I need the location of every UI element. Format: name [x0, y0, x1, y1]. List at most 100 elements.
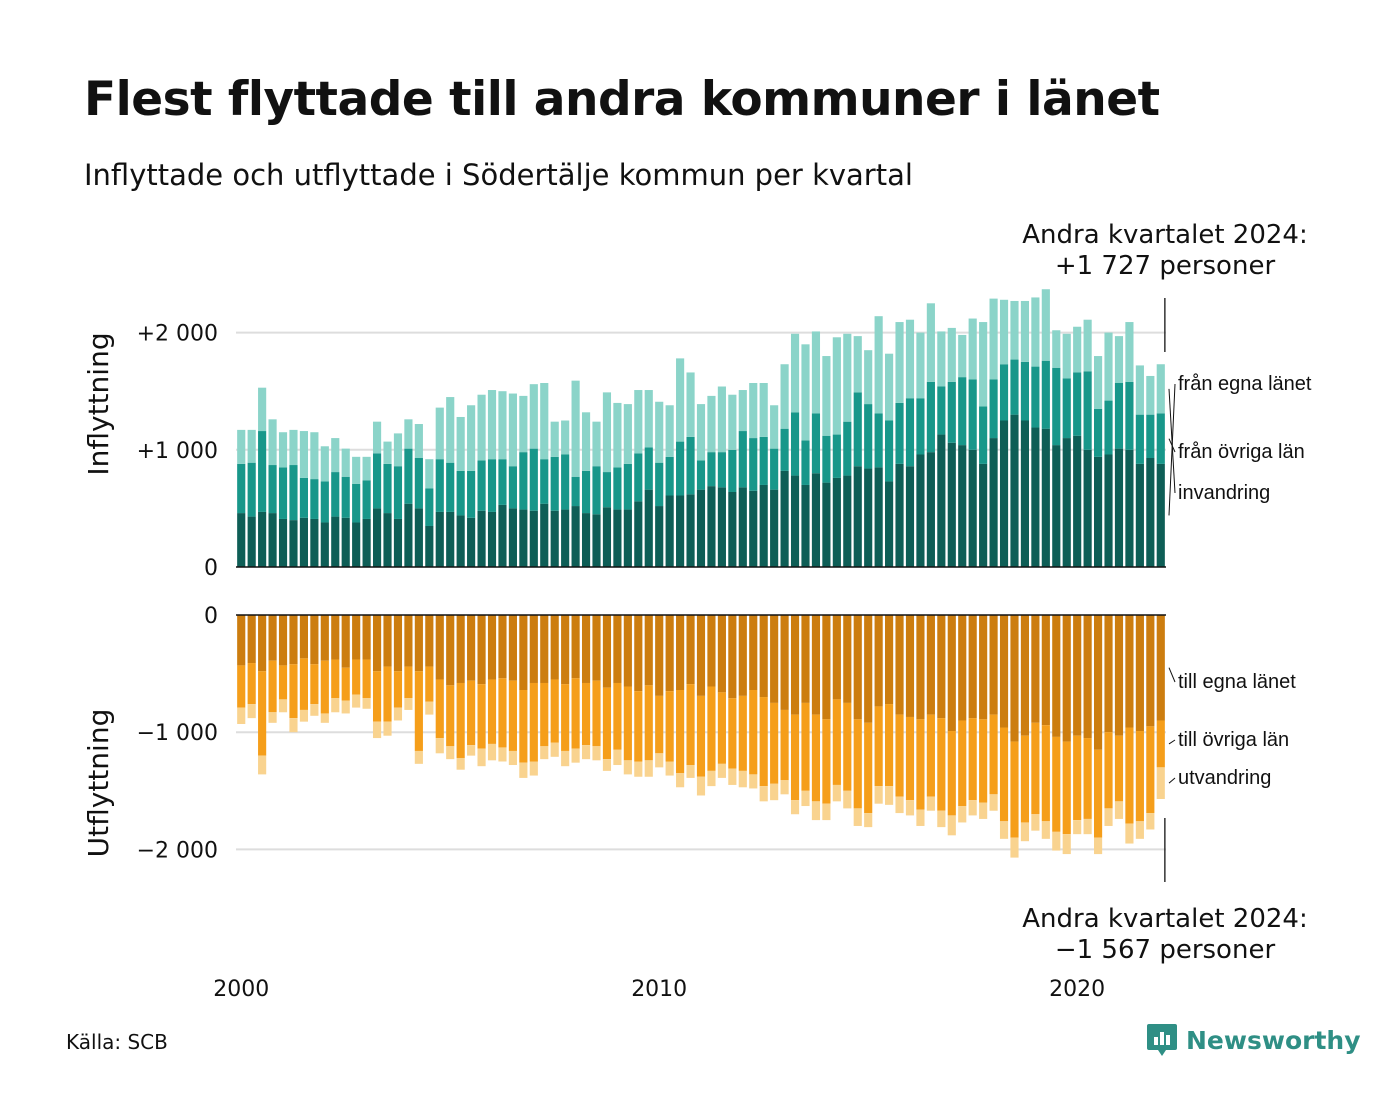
in-bar-2-15 [393, 433, 403, 467]
in-bar-1-29 [540, 459, 549, 504]
in-bar-1-53 [790, 412, 800, 476]
in-bar-1-1 [247, 462, 256, 517]
out-bar-0-26 [508, 615, 517, 681]
out-bar-0-35 [602, 615, 612, 688]
in-bar-0-72 [989, 438, 998, 567]
out-bar-1-56 [822, 719, 831, 804]
out-bar-0-56 [822, 615, 831, 720]
out-bar-0-62 [885, 615, 894, 705]
out-bar-0-55 [811, 615, 821, 715]
in-bar-1-47 [728, 449, 737, 492]
out-bar-2-53 [790, 800, 800, 815]
in-bar-0-75 [1020, 420, 1030, 567]
in-bar-1-7 [310, 479, 319, 519]
annotation-latest-inflow-line1: Andra kvartalet 2024: [1022, 220, 1308, 250]
in-bar-2-12 [362, 456, 371, 481]
out-bar-2-72 [989, 794, 998, 811]
in-bar-1-83 [1104, 400, 1113, 455]
out-bar-0-45 [707, 615, 716, 687]
out-bar-1-68 [947, 731, 956, 816]
xtick-label-0: 2000 [213, 977, 269, 1002]
out-bar-0-78 [1052, 615, 1061, 737]
out-bar-1-81 [1083, 738, 1092, 819]
in-bar-2-5 [289, 429, 298, 466]
out-ytick-label-2: −2 000 [137, 838, 218, 863]
chart-title: Flest flyttade till andra kommuner i län… [84, 72, 1160, 127]
in-bar-1-88 [1156, 413, 1165, 464]
in-bar-0-77 [1041, 428, 1050, 567]
out-bar-0-23 [477, 615, 486, 685]
in-bar-2-77 [1041, 289, 1050, 361]
in-bar-0-15 [393, 518, 403, 567]
in-bar-1-81 [1083, 371, 1092, 450]
out-bar-2-1 [247, 704, 256, 719]
in-bar-1-16 [404, 448, 413, 504]
out-bar-0-64 [905, 615, 915, 717]
in-bar-1-35 [602, 472, 612, 508]
out-bar-0-80 [1073, 615, 1082, 736]
in-bar-2-36 [613, 402, 622, 468]
out-bar-0-20 [446, 615, 455, 686]
in-bar-2-55 [811, 331, 821, 414]
in-bar-1-26 [508, 466, 517, 509]
in-bar-2-14 [383, 441, 392, 464]
out-bar-2-4 [278, 699, 288, 713]
in-bar-0-47 [728, 491, 737, 567]
out-bar-2-10 [341, 700, 350, 714]
out-bar-0-21 [456, 615, 465, 683]
in-bar-2-2 [258, 387, 267, 432]
axes: 0 +1 000 +2 000 Inflyttning 0 −1 000 −2 000 Utf… [82, 298, 1166, 1002]
in-bar-0-38 [634, 501, 643, 567]
in-bar-2-52 [780, 364, 789, 429]
in-bar-0-73 [999, 420, 1009, 567]
out-bar-1-75 [1020, 735, 1030, 823]
in-bar-0-78 [1052, 445, 1061, 567]
in-bar-2-9 [331, 438, 340, 473]
out-bar-1-79 [1062, 741, 1071, 835]
in-bar-2-71 [979, 322, 988, 407]
in-bar-2-34 [592, 421, 601, 467]
in-bar-0-39 [644, 489, 653, 567]
out-bar-0-76 [1031, 615, 1040, 723]
out-bar-0-63 [895, 615, 904, 715]
in-bar-0-74 [1010, 414, 1019, 567]
in-bar-0-66 [926, 452, 935, 567]
in-bar-2-83 [1104, 332, 1113, 401]
out-bar-2-50 [759, 786, 768, 802]
out-bar-2-76 [1031, 814, 1040, 831]
annotation-latest-outflow-line2: −1 567 personer [1054, 935, 1276, 965]
in-bar-0-36 [613, 509, 622, 567]
in-bar-2-45 [707, 395, 716, 453]
out-bar-1-67 [937, 718, 946, 811]
in-bar-2-62 [885, 353, 894, 421]
in-bar-1-24 [487, 459, 497, 512]
out-bar-0-10 [341, 615, 350, 668]
in-bar-2-68 [947, 327, 956, 382]
in-bar-1-76 [1031, 366, 1040, 428]
xtick-label-2: 2020 [1049, 977, 1105, 1002]
in-bar-2-28 [529, 384, 538, 449]
out-bar-2-37 [623, 760, 632, 775]
in-bar-2-42 [676, 358, 685, 442]
in-bar-2-24 [487, 390, 497, 460]
out-bar-2-35 [602, 759, 612, 771]
in-bar-2-87 [1146, 375, 1155, 415]
out-bar-2-61 [874, 786, 883, 804]
in-bar-0-8 [320, 522, 329, 567]
in-bar-2-66 [926, 303, 935, 382]
out-bar-2-63 [895, 796, 904, 814]
out-bar-1-86 [1135, 731, 1144, 822]
out-bar-2-60 [864, 813, 873, 828]
out-bar-2-88 [1156, 767, 1165, 799]
in-bar-0-62 [885, 481, 894, 567]
out-bar-1-85 [1125, 727, 1134, 824]
in-bar-2-54 [801, 344, 810, 441]
out-bar-2-17 [414, 750, 423, 764]
out-bar-1-62 [885, 704, 894, 787]
in-bar-1-63 [895, 402, 904, 464]
out-bar-1-29 [540, 682, 549, 747]
out-bar-1-71 [979, 719, 988, 803]
in-bar-1-48 [738, 431, 747, 488]
in-bar-2-29 [540, 383, 549, 460]
